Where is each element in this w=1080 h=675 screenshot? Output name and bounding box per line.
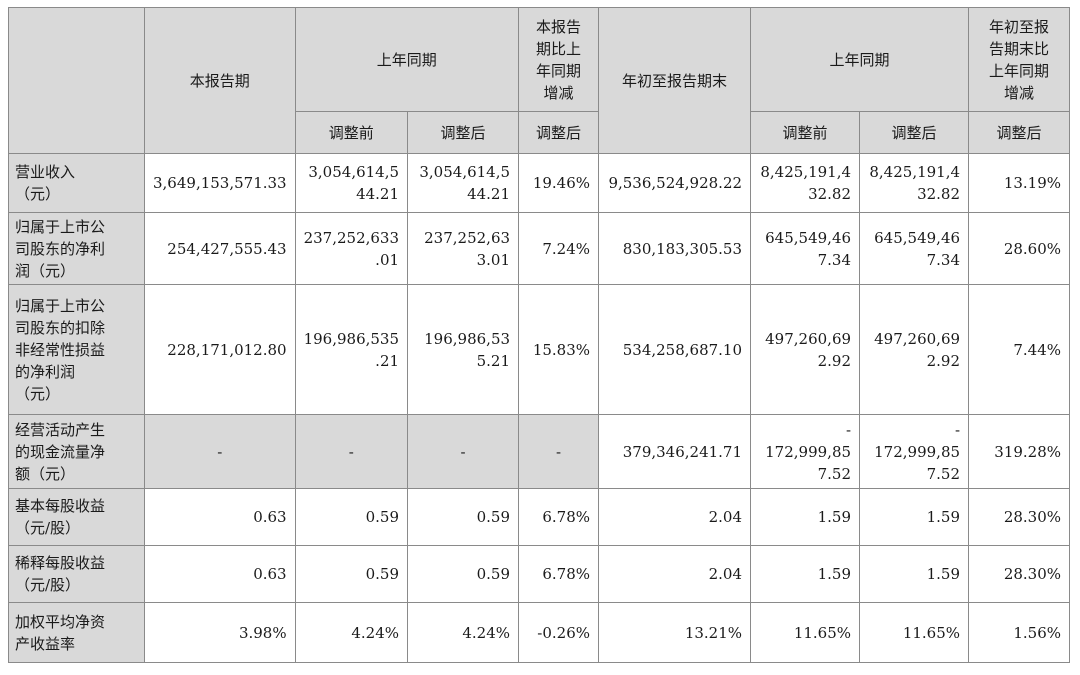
ytd-prior-after-adjustment-value: 497,260,69 2.92 [859,284,970,415]
ytd-prior-after-adjustment-value: 1.59 [859,545,970,603]
prior-before-adjustment-value: 0.59 [294,545,409,603]
prior-after-adjustment-value: 0.59 [407,545,520,603]
financial-data-sheet: 本报告期 上年同期 本报告 期比上 年同期 增减 年初至报告期末 上年同期 年初… [8,7,1071,663]
prior-after-adjustment-value: 0.59 [407,488,520,546]
row-label: 营业收入 （元） [8,153,145,213]
ytd-prior-before-adjustment-value: 645,549,46 7.34 [750,212,861,285]
ytd-yoy-change-value: 319.28% [968,414,1071,489]
row-label: 基本每股收益 （元/股） [8,488,145,546]
header-yoy-change: 本报告 期比上 年同期 增减 [518,7,600,112]
ytd-prior-before-adjustment-value: 497,260,69 2.92 [750,284,861,415]
table-row: 基本每股收益 （元/股） 0.63 0.59 0.59 6.78% 2.04 1.59 1.5… [8,488,1071,546]
ytd-prior-before-adjustment-value: 8,425,191,4 32.82 [750,153,861,213]
table-row: 归属于上市公 司股东的扣除 非经常性损益 的净利润 （元） 228,171,012… [8,284,1071,415]
ytd-value: 830,183,305.53 [598,212,752,285]
yoy-change-value: 7.24% [518,212,600,285]
header-prior-same-period: 上年同期 [294,7,520,112]
ytd-yoy-change-value: 28.30% [968,488,1071,546]
row-label: 加权平均净资 产收益率 [8,602,145,663]
prior-before-adjustment-value: 196,986,535 .21 [294,284,409,415]
yoy-change-value: 6.78% [518,488,600,546]
header-after-adjustment: 调整后 [859,111,970,154]
ytd-prior-before-adjustment-value: 1.59 [750,488,861,546]
ytd-prior-after-adjustment-value: 8,425,191,4 32.82 [859,153,970,213]
prior-before-adjustment-value: 4.24% [294,602,409,663]
ytd-value: 379,346,241.71 [598,414,752,489]
yoy-change-value: 19.46% [518,153,600,213]
yoy-change-value: 6.78% [518,545,600,603]
ytd-yoy-change-value: 7.44% [968,284,1071,415]
header-before-adjustment: 调整前 [294,111,409,154]
ytd-prior-after-adjustment-value: 645,549,46 7.34 [859,212,970,285]
ytd-value: 13.21% [598,602,752,663]
table-row: 稀释每股收益 （元/股） 0.63 0.59 0.59 6.78% 2.04 1.59 1.5… [8,545,1071,603]
ytd-yoy-change-value: 1.56% [968,602,1071,663]
prior-before-adjustment-value: 0.59 [294,488,409,546]
header-after-adjustment: 调整后 [407,111,520,154]
this-period-value: - [144,414,296,489]
prior-after-adjustment-value: 3,054,614,5 44.21 [407,153,520,213]
this-period-value: 0.63 [144,545,296,603]
ytd-prior-before-adjustment-value: 11.65% [750,602,861,663]
prior-after-adjustment-value: 196,986,53 5.21 [407,284,520,415]
ytd-value: 9,536,524,928.22 [598,153,752,213]
ytd-value: 2.04 [598,488,752,546]
ytd-value: 534,258,687.10 [598,284,752,415]
yoy-change-value: - [518,414,600,489]
prior-after-adjustment-value: - [407,414,520,489]
header-after-adjustment: 调整后 [968,111,1071,154]
this-period-value: 0.63 [144,488,296,546]
header-row-1: 本报告期 上年同期 本报告 期比上 年同期 增减 年初至报告期末 上年同期 年初… [8,7,1071,154]
this-period-value: 3.98% [144,602,296,663]
table-row: 归属于上市公 司股东的净利 润（元） 254,427,555.43 237,252,… [8,212,1071,285]
header-prior-same-period-ytd: 上年同期 [750,7,970,112]
ytd-yoy-change-value: 13.19% [968,153,1071,213]
header-ytd-end: 年初至报告期末 [598,7,752,154]
header-corner-cell [8,7,145,154]
header-ytd-yoy-change: 年初至报 告期末比 上年同期 增减 [968,7,1071,112]
key-financial-data-table: 本报告期 上年同期 本报告 期比上 年同期 增减 年初至报告期末 上年同期 年初… [8,7,1071,663]
ytd-yoy-change-value: 28.60% [968,212,1071,285]
prior-before-adjustment-value: 237,252,633 .01 [294,212,409,285]
table-row: 营业收入 （元） 3,649,153,571.33 3,054,614,5 44.2… [8,153,1071,213]
header-this-period: 本报告期 [144,7,296,154]
yoy-change-value: 15.83% [518,284,600,415]
row-label: 归属于上市公 司股东的净利 润（元） [8,212,145,285]
this-period-value: 228,171,012.80 [144,284,296,415]
this-period-value: 254,427,555.43 [144,212,296,285]
ytd-prior-after-adjustment-value: 11.65% [859,602,970,663]
ytd-value: 2.04 [598,545,752,603]
prior-after-adjustment-value: 4.24% [407,602,520,663]
row-label: 稀释每股收益 （元/股） [8,545,145,603]
ytd-prior-before-adjustment-value: 1.59 [750,545,861,603]
table-row: 经营活动产生 的现金流量净 额（元） - - - -379,346,241.71- 17… [8,414,1071,489]
this-period-value: 3,649,153,571.33 [144,153,296,213]
yoy-change-value: -0.26% [518,602,600,663]
header-after-adjustment: 调整后 [518,111,600,154]
ytd-prior-after-adjustment-value: - 172,999,85 7.52 [859,414,970,489]
table-row: 加权平均净资 产收益率 3.98% 4.24% 4.24% -0.26% 13.21% 11… [8,602,1071,663]
prior-after-adjustment-value: 237,252,63 3.01 [407,212,520,285]
ytd-yoy-change-value: 28.30% [968,545,1071,603]
header-before-adjustment: 调整前 [750,111,861,154]
row-label: 归属于上市公 司股东的扣除 非经常性损益 的净利润 （元） [8,284,145,415]
ytd-prior-before-adjustment-value: - 172,999,85 7.52 [750,414,861,489]
row-label: 经营活动产生 的现金流量净 额（元） [8,414,145,489]
prior-before-adjustment-value: 3,054,614,5 44.21 [294,153,409,213]
ytd-prior-after-adjustment-value: 1.59 [859,488,970,546]
prior-before-adjustment-value: - [294,414,409,489]
header-row-2: 调整前 调整后 调整后 调整前 调整后 调整后 [9,111,1071,154]
